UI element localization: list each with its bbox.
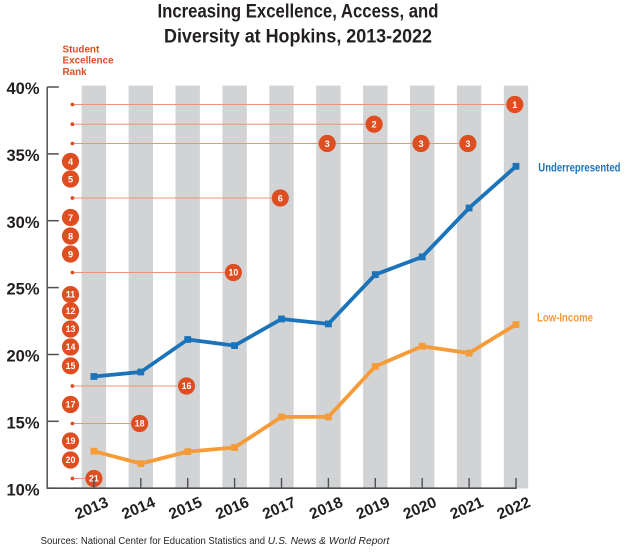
svg-text:Sources: National Center for E: Sources: National Center for Education S…: [41, 536, 266, 547]
svg-text:15%: 15%: [6, 414, 39, 432]
svg-text:Student: Student: [63, 44, 100, 55]
svg-text:U.S. News & World Report: U.S. News & World Report: [268, 536, 391, 547]
svg-text:10%: 10%: [6, 481, 39, 499]
svg-text:10: 10: [229, 268, 239, 278]
svg-text:11: 11: [66, 290, 75, 300]
svg-text:4: 4: [68, 157, 74, 167]
svg-text:13: 13: [66, 324, 76, 334]
svg-text:40%: 40%: [6, 80, 39, 98]
svg-text:12: 12: [66, 306, 76, 316]
svg-text:18: 18: [135, 419, 145, 429]
svg-text:3: 3: [325, 139, 330, 149]
svg-text:Excellence: Excellence: [63, 56, 115, 67]
svg-text:17: 17: [66, 400, 76, 410]
svg-text:2: 2: [372, 120, 377, 130]
svg-text:20%: 20%: [6, 348, 39, 366]
svg-text:20: 20: [66, 455, 76, 465]
svg-text:Increasing Excellence, Access,: Increasing Excellence, Access, and: [158, 1, 439, 22]
svg-text:3: 3: [465, 139, 470, 149]
svg-text:15: 15: [66, 361, 76, 371]
svg-text:8: 8: [68, 231, 73, 241]
svg-text:Rank: Rank: [63, 67, 88, 78]
svg-text:9: 9: [68, 249, 73, 259]
svg-text:5: 5: [68, 174, 73, 184]
svg-text:16: 16: [182, 381, 192, 391]
svg-text:6: 6: [278, 193, 283, 203]
svg-text:Underrepresented: Underrepresented: [538, 163, 620, 175]
svg-text:19: 19: [66, 436, 76, 446]
svg-text:3: 3: [418, 139, 423, 149]
svg-text:30%: 30%: [6, 214, 39, 232]
svg-text:7: 7: [68, 213, 73, 223]
svg-text:14: 14: [66, 342, 76, 352]
svg-text:35%: 35%: [6, 147, 39, 165]
svg-text:1: 1: [512, 100, 517, 110]
svg-text:Low-Income: Low-Income: [537, 313, 593, 325]
svg-text:Diversity at Hopkins, 2013-202: Diversity at Hopkins, 2013-2022: [164, 26, 432, 47]
svg-text:25%: 25%: [6, 281, 39, 299]
